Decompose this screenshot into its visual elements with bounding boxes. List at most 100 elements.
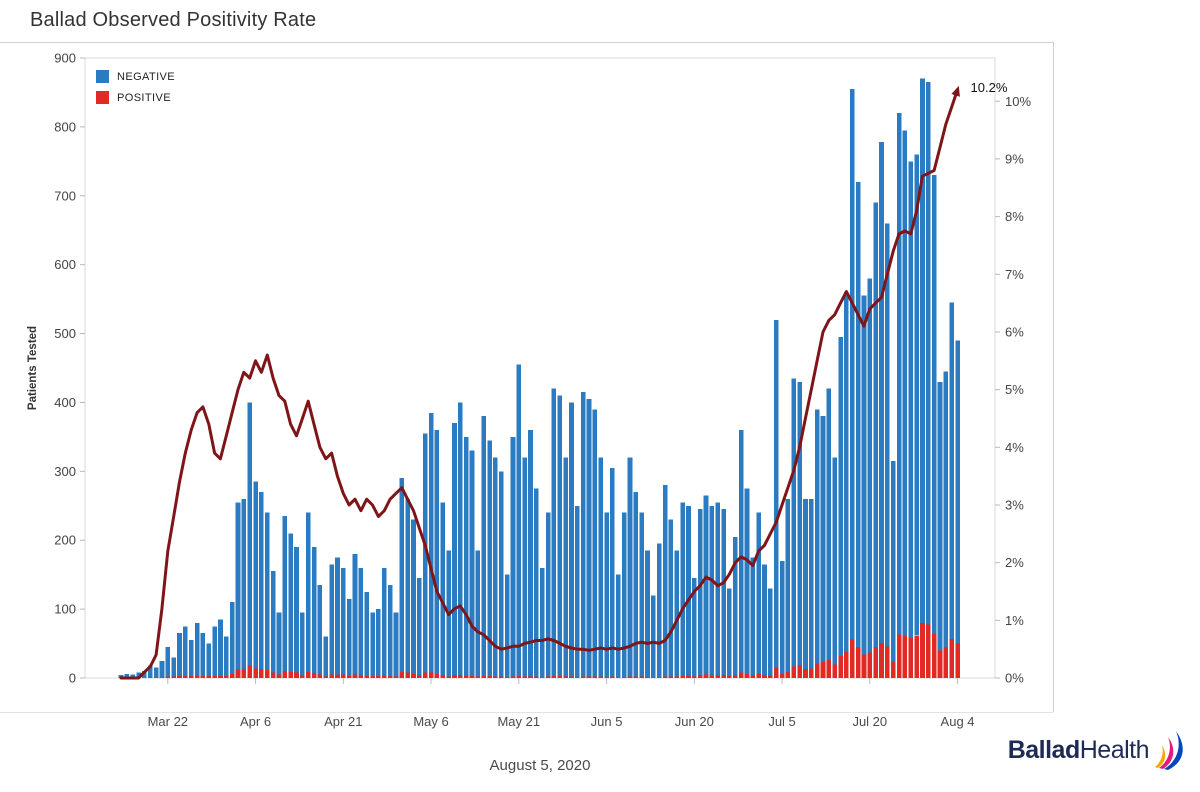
bar-negative[interactable] <box>703 495 709 675</box>
bar-negative[interactable] <box>674 550 680 677</box>
bar-positive[interactable] <box>153 677 159 678</box>
bar-positive[interactable] <box>627 676 633 678</box>
bar-negative[interactable] <box>387 585 393 676</box>
bar-negative[interactable] <box>627 457 633 677</box>
bar-negative[interactable] <box>487 440 492 676</box>
bar-negative[interactable] <box>504 574 510 678</box>
bar-positive[interactable] <box>300 675 305 678</box>
bar-negative[interactable] <box>610 467 615 677</box>
bar-negative[interactable] <box>873 202 878 647</box>
bar-negative[interactable] <box>814 409 820 664</box>
bar-negative[interactable] <box>405 498 410 673</box>
bar-negative[interactable] <box>803 498 808 670</box>
bar-negative[interactable] <box>411 519 416 674</box>
bar-negative[interactable] <box>580 392 586 677</box>
bar-negative[interactable] <box>516 364 522 676</box>
bar-negative[interactable] <box>615 574 621 678</box>
bar-positive[interactable] <box>943 647 949 678</box>
bar-positive[interactable] <box>475 676 481 678</box>
bar-positive[interactable] <box>873 647 878 678</box>
bar-positive[interactable] <box>224 675 229 678</box>
bar-positive[interactable] <box>598 676 603 678</box>
bar-negative[interactable] <box>323 636 329 677</box>
bar-positive[interactable] <box>305 671 311 678</box>
bar-negative[interactable] <box>575 505 580 678</box>
bar-positive[interactable] <box>147 677 153 678</box>
bar-negative[interactable] <box>902 130 908 636</box>
bar-positive[interactable] <box>680 675 685 678</box>
bar-positive[interactable] <box>264 669 270 678</box>
bar-positive[interactable] <box>890 662 896 678</box>
bar-positive[interactable] <box>633 676 639 678</box>
bar-negative[interactable] <box>142 671 147 678</box>
bar-negative[interactable] <box>844 292 849 652</box>
bar-positive[interactable] <box>329 674 334 678</box>
bar-negative[interactable] <box>896 113 902 635</box>
bar-positive[interactable] <box>235 669 241 678</box>
bar-positive[interactable] <box>200 675 206 678</box>
bar-negative[interactable] <box>645 550 650 678</box>
bar-positive[interactable] <box>732 675 738 678</box>
bar-positive[interactable] <box>288 671 293 678</box>
bar-negative[interactable] <box>849 89 855 640</box>
bar-positive[interactable] <box>206 675 212 678</box>
bar-negative[interactable] <box>908 161 914 639</box>
bar-positive[interactable] <box>188 675 194 678</box>
bar-negative[interactable] <box>218 619 223 676</box>
bar-negative[interactable] <box>639 512 644 677</box>
bar-negative[interactable] <box>153 667 159 678</box>
bar-positive[interactable] <box>452 675 457 678</box>
bar-negative[interactable] <box>381 567 387 676</box>
bar-negative[interactable] <box>633 492 639 677</box>
bar-positive[interactable] <box>902 635 908 678</box>
bar-positive[interactable] <box>820 662 826 678</box>
bar-negative[interactable] <box>510 436 516 677</box>
bar-negative[interactable] <box>756 512 761 674</box>
bar-positive[interactable] <box>645 677 650 678</box>
bar-positive[interactable] <box>159 677 165 678</box>
bar-positive[interactable] <box>668 676 674 678</box>
bar-negative[interactable] <box>493 457 498 677</box>
bar-positive[interactable] <box>183 675 188 678</box>
bar-negative[interactable] <box>791 378 797 667</box>
bar-positive[interactable] <box>621 677 627 678</box>
bar-positive[interactable] <box>551 675 557 678</box>
bar-negative[interactable] <box>247 402 252 666</box>
bar-negative[interactable] <box>147 665 153 678</box>
bar-negative[interactable] <box>241 498 247 670</box>
bar-positive[interactable] <box>908 638 914 678</box>
bar-positive[interactable] <box>393 676 399 678</box>
bar-negative[interactable] <box>165 647 171 677</box>
bar-negative[interactable] <box>955 340 960 644</box>
bar-positive[interactable] <box>885 646 890 678</box>
bar-negative[interactable] <box>651 595 656 678</box>
bar-negative[interactable] <box>838 337 843 656</box>
bar-negative[interactable] <box>417 578 422 676</box>
bar-positive[interactable] <box>294 672 299 679</box>
bar-negative[interactable] <box>458 402 463 676</box>
bar-positive[interactable] <box>651 677 656 678</box>
bar-positive[interactable] <box>610 676 615 678</box>
bar-negative[interactable] <box>867 278 873 653</box>
bar-positive[interactable] <box>458 675 463 678</box>
bar-negative[interactable] <box>586 399 592 677</box>
bar-positive[interactable] <box>563 676 568 678</box>
bar-negative[interactable] <box>235 502 241 670</box>
bar-negative[interactable] <box>370 612 375 676</box>
bar-negative[interactable] <box>709 505 715 676</box>
bar-positive[interactable] <box>592 676 598 678</box>
legend-item-positive[interactable]: POSITIVE <box>96 91 175 104</box>
bar-positive[interactable] <box>557 675 563 678</box>
bar-negative[interactable] <box>949 302 954 639</box>
bar-positive[interactable] <box>352 674 358 678</box>
bar-negative[interactable] <box>317 585 323 675</box>
bar-positive[interactable] <box>861 654 867 678</box>
bar-positive[interactable] <box>341 674 346 678</box>
bar-negative[interactable] <box>224 636 229 676</box>
bar-negative[interactable] <box>264 512 270 670</box>
bar-positive[interactable] <box>615 677 621 678</box>
bar-positive[interactable] <box>744 673 750 678</box>
bar-negative[interactable] <box>212 626 217 676</box>
bar-negative[interactable] <box>890 461 896 663</box>
bar-negative[interactable] <box>200 633 206 676</box>
